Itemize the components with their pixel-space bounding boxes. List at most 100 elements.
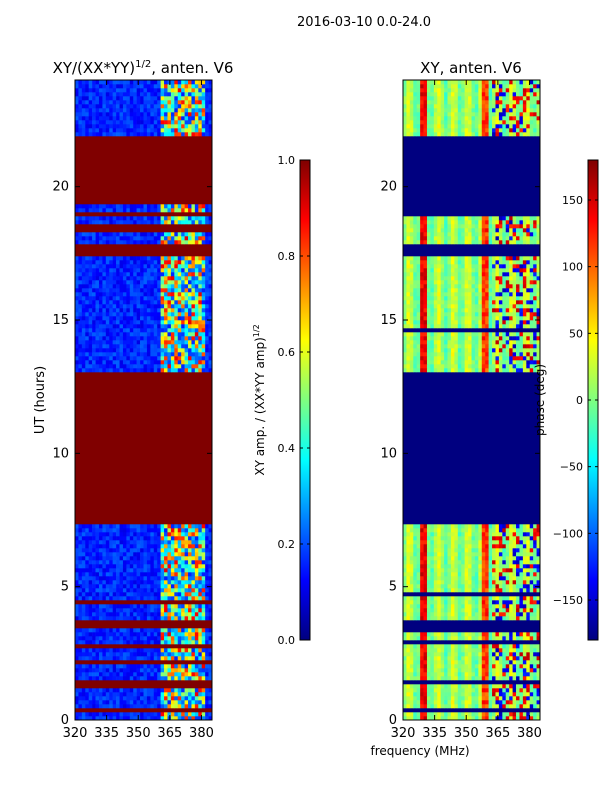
amplitude-cell — [140, 700, 144, 705]
amplitude-cell — [167, 256, 172, 261]
amplitude-cell — [92, 640, 96, 645]
amplitude-cell — [78, 276, 83, 281]
amplitude-cell — [109, 300, 113, 305]
amplitude-cell — [160, 336, 165, 341]
amplitude-cell — [88, 636, 93, 641]
amplitude-cell — [194, 320, 199, 325]
amplitude-cell — [95, 612, 100, 617]
amplitude-cell — [143, 296, 148, 301]
amplitude-cell — [164, 548, 168, 553]
amplitude-cell — [194, 676, 199, 681]
amplitude-cell — [119, 584, 124, 589]
phase-cell — [474, 636, 479, 641]
amplitude-cell — [105, 100, 110, 105]
amplitude-cell — [184, 116, 189, 121]
amplitude-cell — [174, 312, 179, 317]
phase-cell — [516, 588, 520, 593]
amplitude-cell — [88, 580, 93, 585]
amplitude-cell — [188, 316, 192, 321]
amplitude-cell — [75, 588, 79, 593]
amplitude-cell — [81, 308, 86, 313]
amplitude-cell — [133, 636, 137, 641]
amplitude-cell — [81, 108, 86, 113]
phase-cell — [468, 716, 472, 720]
phase-cell — [474, 652, 479, 657]
amplitude-cell — [201, 700, 206, 705]
amplitude-cell — [126, 636, 131, 641]
amplitude-cell — [198, 316, 203, 321]
amplitude-cell — [153, 124, 158, 129]
amplitude-cell — [119, 80, 124, 85]
amplitude-cell — [129, 352, 134, 357]
amplitude-cell — [116, 596, 120, 601]
phase-cell — [495, 584, 500, 589]
amplitude-cell — [184, 240, 189, 245]
amplitude-cell — [188, 308, 192, 313]
phase-cell — [409, 660, 414, 665]
phase-cell — [420, 580, 424, 585]
amplitude-cell — [126, 572, 131, 577]
phase-cell — [485, 608, 489, 613]
phase-cell — [450, 596, 455, 601]
amplitude-cell — [198, 120, 203, 125]
amplitude-cell — [174, 536, 179, 541]
phase-cell — [509, 656, 513, 661]
amplitude-cell — [191, 528, 196, 533]
amplitude-cell — [205, 628, 209, 633]
amplitude-cell — [116, 612, 120, 617]
amplitude-cell — [112, 304, 117, 309]
amplitude-cell — [150, 284, 155, 289]
phase-cell — [516, 636, 520, 641]
amplitude-cell — [205, 216, 209, 221]
amplitude-cell — [78, 688, 83, 693]
phase-cell — [423, 588, 428, 593]
amplitude-cell — [136, 560, 141, 565]
amplitude-cell — [184, 668, 189, 673]
amplitude-cell — [136, 616, 141, 621]
amplitude-cell — [160, 308, 165, 313]
amplitude-cell — [78, 596, 83, 601]
phase-cell — [522, 588, 527, 593]
amplitude-cell — [102, 568, 107, 573]
amplitude-cell — [119, 564, 124, 569]
amplitude-cell — [174, 532, 179, 537]
phase-cell — [444, 588, 448, 593]
amplitude-cell — [95, 120, 100, 125]
amplitude-cell — [164, 100, 168, 105]
phase-cell — [454, 616, 459, 621]
amplitude-cell — [143, 124, 148, 129]
phase-cell — [464, 608, 469, 613]
phase-cell — [406, 612, 411, 617]
amplitude-cell — [177, 556, 182, 561]
amplitude-cell — [92, 700, 96, 705]
phase-cell — [440, 712, 445, 717]
amplitude-cell — [157, 220, 161, 225]
amplitude-cell — [102, 552, 107, 557]
amplitude-cell — [85, 104, 89, 109]
amplitude-cell — [105, 316, 110, 321]
amplitude-cell — [194, 308, 199, 313]
amplitude-cell — [143, 348, 148, 353]
amplitude-cell — [140, 240, 144, 245]
phase-cell — [409, 664, 414, 669]
amplitude-cell — [78, 296, 83, 301]
amplitude-cell — [157, 700, 161, 705]
phase-cell — [423, 568, 428, 573]
amplitude-cell — [170, 572, 175, 577]
amplitude-cell — [167, 268, 172, 273]
amplitude-cell — [208, 632, 212, 637]
amplitude-cell — [160, 208, 165, 213]
amplitude-cell — [181, 536, 185, 541]
amplitude-cell — [167, 320, 172, 325]
phase-cell — [406, 636, 411, 641]
amplitude-cell — [143, 332, 148, 337]
amplitude-cell — [188, 240, 192, 245]
phase-cell — [529, 716, 534, 720]
amplitude-cell — [95, 132, 100, 137]
phase-cell — [502, 652, 507, 657]
amplitude-cell — [143, 716, 148, 720]
amplitude-cell — [92, 664, 96, 669]
phase-cell — [495, 636, 500, 641]
amplitude-cell — [174, 652, 179, 657]
amplitude-cell — [194, 592, 199, 597]
